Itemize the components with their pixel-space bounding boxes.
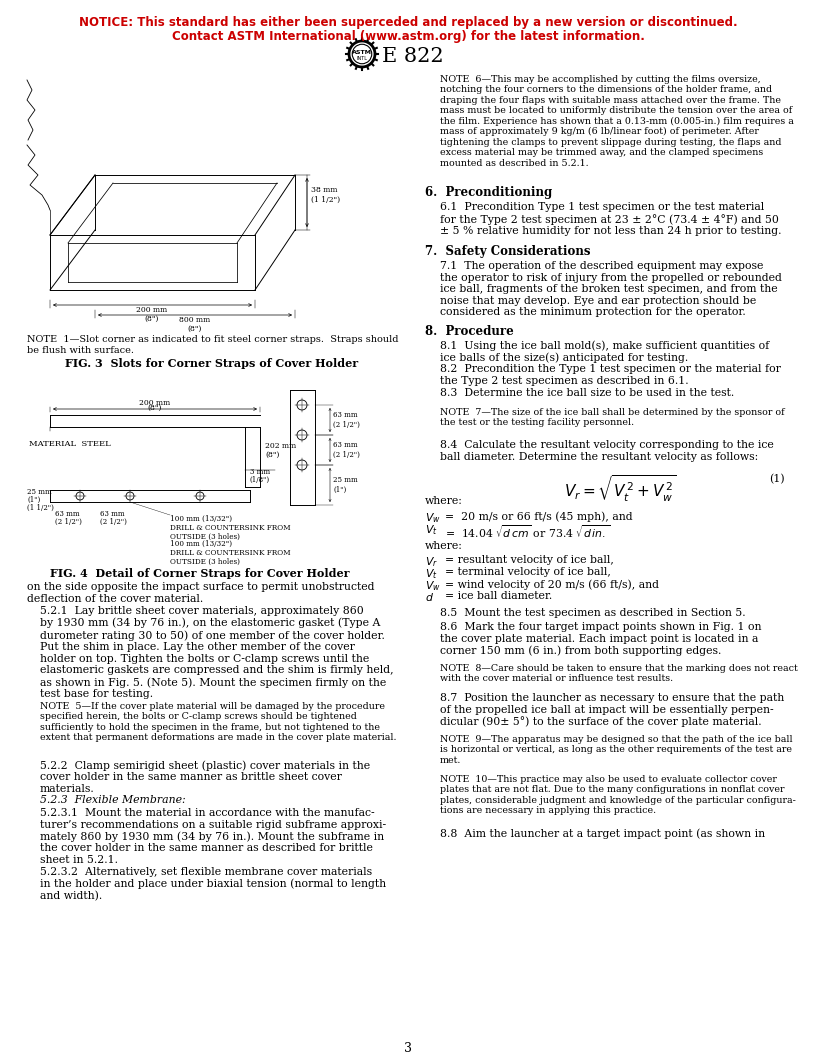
Text: where:: where:: [425, 496, 463, 506]
Text: =  20 m/s or 66 ft/s (45 mph), and: = 20 m/s or 66 ft/s (45 mph), and: [445, 511, 632, 522]
Text: 3: 3: [404, 1042, 412, 1055]
Text: 8.1  Using the ice ball mold(s), make sufficient quantities of
ice balls of the : 8.1 Using the ice ball mold(s), make suf…: [440, 340, 769, 363]
Text: (8"): (8"): [144, 315, 159, 323]
Text: 8.6  Mark the four target impact points shown in Fig. 1 on
the cover plate mater: 8.6 Mark the four target impact points s…: [440, 622, 761, 656]
Text: FIG. 4  Detail of Corner Straps for Cover Holder: FIG. 4 Detail of Corner Straps for Cover…: [51, 568, 350, 579]
Text: NOTE  10—This practice may also be used to evaluate collector cover
plates that : NOTE 10—This practice may also be used t…: [440, 775, 796, 815]
Text: $V_w$: $V_w$: [425, 579, 441, 592]
Text: (1 1/2"): (1 1/2"): [27, 504, 54, 512]
Text: NOTE  1—Slot corner as indicated to fit steel corner straps.  Straps should: NOTE 1—Slot corner as indicated to fit s…: [27, 335, 398, 344]
Text: NOTE  5—If the cover plate material will be damaged by the procedure
specified h: NOTE 5—If the cover plate material will …: [40, 702, 397, 742]
Text: FIG. 3  Slots for Corner Straps of Cover Holder: FIG. 3 Slots for Corner Straps of Cover …: [65, 358, 358, 369]
Text: NOTICE: This standard has either been superceded and replaced by a new version o: NOTICE: This standard has either been su…: [78, 16, 738, 29]
Text: $V_r = \sqrt{V_t^{\,2} + V_w^{\,2}}$: $V_r = \sqrt{V_t^{\,2} + V_w^{\,2}}$: [564, 474, 676, 505]
Text: (1"): (1"): [27, 496, 40, 504]
Text: 8.3  Determine the ice ball size to be used in the test.: 8.3 Determine the ice ball size to be us…: [440, 388, 734, 398]
Text: 8.7  Position the launcher as necessary to ensure that the path
of the propelled: 8.7 Position the launcher as necessary t…: [440, 693, 784, 728]
Text: NOTE  6—This may be accomplished by cutting the films oversize,
notching the fou: NOTE 6—This may be accomplished by cutti…: [440, 75, 794, 168]
Text: where:: where:: [425, 541, 463, 551]
Text: NOTE  7—The size of the ice ball shall be determined by the sponsor of
the test : NOTE 7—The size of the ice ball shall be…: [440, 408, 785, 428]
Text: 200 mm: 200 mm: [140, 399, 171, 407]
Text: be flush with surface.: be flush with surface.: [27, 346, 134, 355]
Text: 5.2.2  Clamp semirigid sheet (plastic) cover materials in the
cover holder in th: 5.2.2 Clamp semirigid sheet (plastic) co…: [40, 760, 370, 794]
Text: $V_r$: $V_r$: [425, 555, 438, 569]
Text: $V_w$: $V_w$: [425, 511, 441, 525]
Text: DRILL & COUNTERSINK FROM: DRILL & COUNTERSINK FROM: [170, 524, 290, 532]
Text: INTL: INTL: [357, 56, 367, 60]
Text: 8.2  Precondition the Type 1 test specimen or the material for
the Type 2 test s: 8.2 Precondition the Type 1 test specime…: [440, 364, 781, 385]
Text: $d$: $d$: [425, 591, 434, 603]
Text: 3 mm: 3 mm: [250, 468, 270, 476]
Text: (1): (1): [769, 474, 785, 485]
Text: 7.  Safety Considerations: 7. Safety Considerations: [425, 245, 591, 258]
Text: = ice ball diameter.: = ice ball diameter.: [445, 591, 552, 601]
Text: $V_t$: $V_t$: [425, 567, 437, 581]
Text: 63 mm
(2 1/2"): 63 mm (2 1/2"): [333, 412, 360, 429]
Text: 100 mm (13/32"): 100 mm (13/32"): [170, 540, 232, 548]
Text: DRILL & COUNTERSINK FROM: DRILL & COUNTERSINK FROM: [170, 549, 290, 557]
Text: =  14.04 $\sqrt{d\,cm}$ or 73.4 $\sqrt{d\,in.}$: = 14.04 $\sqrt{d\,cm}$ or 73.4 $\sqrt{d\…: [445, 523, 610, 540]
Text: NOTE  8—Care should be taken to ensure that the marking does not react
with the : NOTE 8—Care should be taken to ensure th…: [440, 664, 798, 683]
Text: 6.  Preconditioning: 6. Preconditioning: [425, 186, 552, 199]
Text: 63 mm: 63 mm: [100, 510, 125, 518]
Text: 63 mm
(2 1/2"): 63 mm (2 1/2"): [333, 441, 360, 458]
Text: 8.5  Mount the test specimen as described in Section 5.: 8.5 Mount the test specimen as described…: [440, 608, 746, 618]
Text: = wind velocity of 20 m/s (66 ft/s), and: = wind velocity of 20 m/s (66 ft/s), and: [445, 579, 659, 589]
Text: 6.1  Precondition Type 1 test specimen or the test material
for the Type 2 test : 6.1 Precondition Type 1 test specimen or…: [440, 202, 782, 237]
Text: MATERIAL  STEEL: MATERIAL STEEL: [29, 440, 111, 448]
Text: 8.  Procedure: 8. Procedure: [425, 325, 514, 338]
Text: NOTE  9—The apparatus may be designed so that the path of the ice ball
is horizo: NOTE 9—The apparatus may be designed so …: [440, 735, 792, 765]
Text: 5.2.1  Lay brittle sheet cover materials, approximately 860
by 1930 mm (34 by 76: 5.2.1 Lay brittle sheet cover materials,…: [40, 606, 393, 699]
Text: 25 mm
(1"): 25 mm (1"): [333, 476, 357, 493]
Text: 8.4  Calculate the resultant velocity corresponding to the ice
ball diameter. De: 8.4 Calculate the resultant velocity cor…: [440, 440, 774, 461]
Text: OUTSIDE (3 holes): OUTSIDE (3 holes): [170, 533, 240, 541]
Text: 200 mm: 200 mm: [136, 306, 167, 314]
Text: 5.2.3.1  Mount the material in accordance with the manufac-
turer’s recommendati: 5.2.3.1 Mount the material in accordance…: [40, 808, 386, 865]
Text: = terminal velocity of ice ball,: = terminal velocity of ice ball,: [445, 567, 611, 577]
Text: OUTSIDE (3 holes): OUTSIDE (3 holes): [170, 558, 240, 566]
Text: E 822: E 822: [382, 48, 444, 65]
Text: (8"): (8"): [188, 325, 202, 333]
Text: 800 mm: 800 mm: [180, 316, 211, 324]
Text: (1/8"): (1/8"): [250, 476, 270, 484]
Text: 7.1  The operation of the described equipment may expose
the operator to risk of: 7.1 The operation of the described equip…: [440, 261, 782, 318]
Text: 63 mm: 63 mm: [55, 510, 80, 518]
Text: 8.8  Aim the launcher at a target impact point (as shown in: 8.8 Aim the launcher at a target impact …: [440, 828, 765, 838]
Text: = resultant velocity of ice ball,: = resultant velocity of ice ball,: [445, 555, 614, 565]
Text: $V_t$: $V_t$: [425, 523, 437, 536]
Text: 202 mm: 202 mm: [265, 442, 296, 450]
Text: 5.2.3  Flexible Membrane:: 5.2.3 Flexible Membrane:: [40, 795, 185, 805]
Text: 38 mm
(1 1/2"): 38 mm (1 1/2"): [311, 187, 340, 204]
Text: 5.2.3.2  Alternatively, set flexible membrane cover materials
in the holder and : 5.2.3.2 Alternatively, set flexible memb…: [40, 867, 386, 901]
Text: on the side opposite the impact surface to permit unobstructed
deflection of the: on the side opposite the impact surface …: [27, 582, 375, 604]
Text: (2 1/2"): (2 1/2"): [55, 518, 82, 526]
Text: (8"): (8"): [148, 404, 162, 412]
Text: Contact ASTM International (www.astm.org) for the latest information.: Contact ASTM International (www.astm.org…: [171, 30, 645, 43]
Text: ASTM: ASTM: [352, 50, 372, 55]
Text: (8"): (8"): [265, 451, 279, 459]
Text: (2 1/2"): (2 1/2"): [100, 518, 126, 526]
Text: 25 mm: 25 mm: [27, 488, 51, 496]
Text: 100 mm (13/32"): 100 mm (13/32"): [170, 515, 232, 523]
